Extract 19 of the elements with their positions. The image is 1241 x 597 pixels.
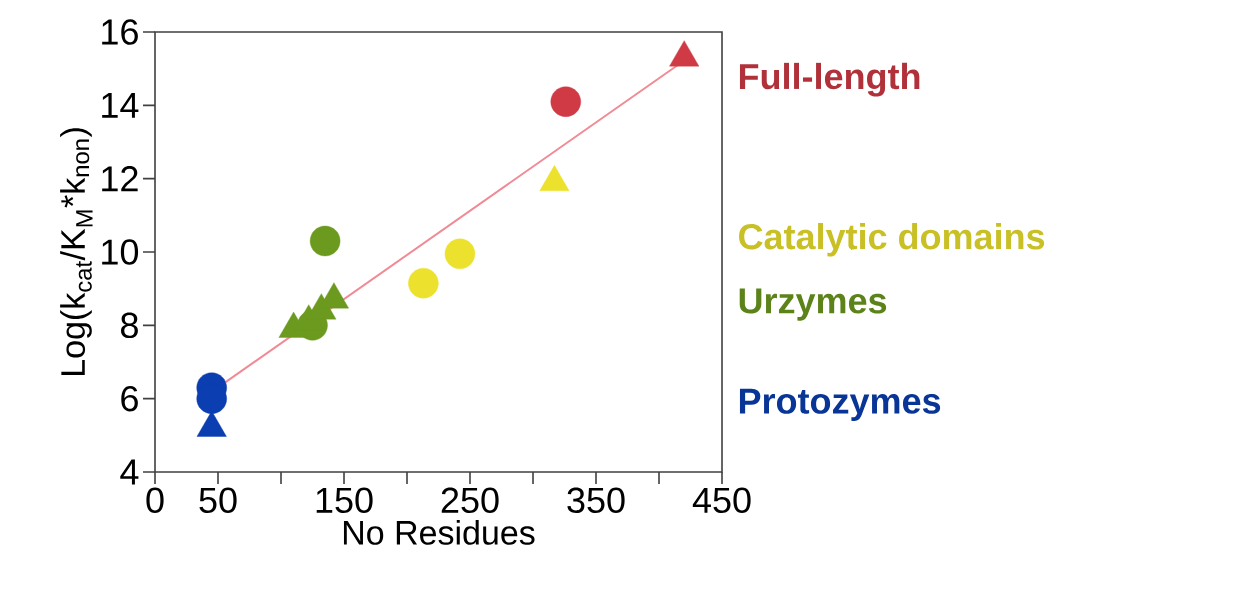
x-tick-label: 350 xyxy=(567,487,625,514)
y-tick-label: 10 xyxy=(102,239,139,265)
x-tick-label: 250 xyxy=(441,487,499,514)
x-axis-title: No Residues xyxy=(343,519,535,545)
text: Protozymes xyxy=(739,388,941,421)
x-tick-label: 450 xyxy=(692,487,751,514)
text: Catalytic domains xyxy=(739,223,1045,257)
y-axis-title: Log(k$_{cat}$/K$_{M}$*k$_{non}$) xyxy=(60,128,93,375)
y-tick-label: 16 xyxy=(102,19,138,45)
x-tick-label: 150 xyxy=(316,487,373,514)
y-tick-label: 4 xyxy=(120,459,139,485)
y-tick-label: 6 xyxy=(121,385,138,412)
text: Urzymes xyxy=(739,288,887,321)
y-tick-label: 14 xyxy=(102,92,139,118)
y-tick-label: 8 xyxy=(121,312,138,339)
y-tick-label: 12 xyxy=(102,166,138,192)
x-tick-label: 50 xyxy=(199,487,237,514)
x-tick-label: 0 xyxy=(146,487,164,514)
text: Full-length xyxy=(739,62,920,97)
